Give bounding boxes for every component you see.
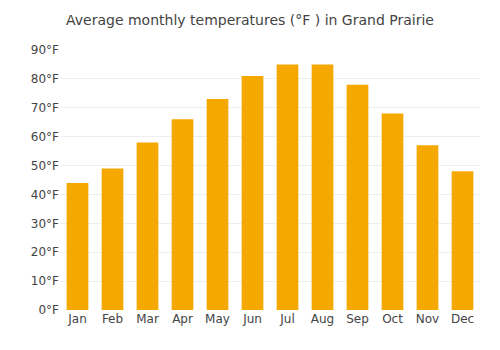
svg-text:Aug: Aug [311, 312, 334, 326]
svg-text:50°F: 50°F [31, 159, 59, 173]
svg-text:Nov: Nov [416, 312, 439, 326]
svg-text:30°F: 30°F [31, 217, 59, 231]
svg-text:Sep: Sep [346, 312, 369, 326]
svg-text:Average monthly temperatures (: Average monthly temperatures (°F ) in Gr… [66, 12, 434, 28]
svg-text:Jul: Jul [279, 312, 294, 326]
svg-text:10°F: 10°F [31, 274, 59, 288]
svg-text:May: May [205, 312, 230, 326]
svg-text:70°F: 70°F [31, 101, 59, 115]
svg-text:0°F: 0°F [38, 303, 59, 317]
svg-text:Mar: Mar [136, 312, 159, 326]
svg-text:90°F: 90°F [31, 43, 59, 57]
svg-text:20°F: 20°F [31, 245, 59, 259]
svg-text:Feb: Feb [102, 312, 123, 326]
svg-text:Jan: Jan [67, 312, 87, 326]
svg-text:Jun: Jun [242, 312, 262, 326]
svg-text:Apr: Apr [172, 312, 193, 326]
svg-text:80°F: 80°F [31, 72, 59, 86]
svg-text:Dec: Dec [451, 312, 474, 326]
svg-text:60°F: 60°F [31, 130, 59, 144]
svg-text:Oct: Oct [382, 312, 403, 326]
svg-text:40°F: 40°F [31, 188, 59, 202]
